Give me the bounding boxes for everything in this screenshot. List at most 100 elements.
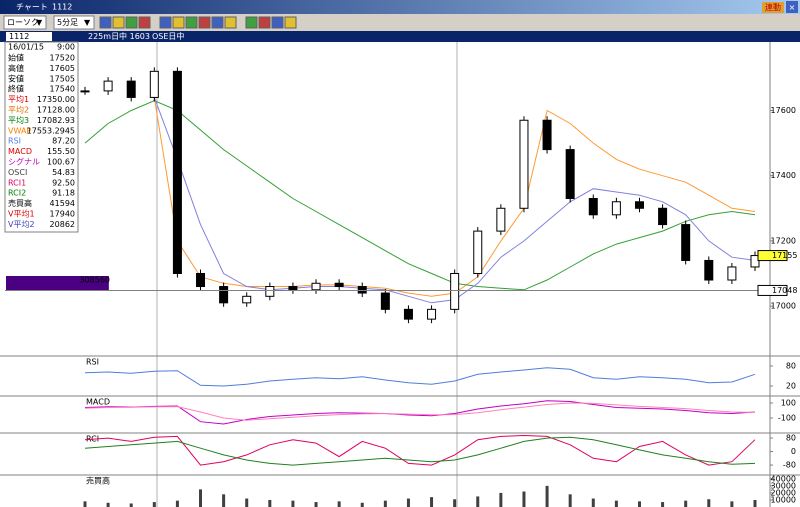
tool-icon[interactable] [224,16,237,29]
candle [196,272,206,288]
price-tag [757,284,788,296]
tool-icon[interactable] [125,16,138,29]
tool-icon[interactable] [284,16,297,29]
volume-bar [175,500,179,507]
panel-title: 売買高 [86,476,110,486]
candle [727,266,737,281]
y-tick-label: 80 [786,434,796,443]
volume-bar [222,494,226,507]
close-button[interactable] [786,1,798,13]
volume-bar [661,502,665,507]
window-code: 1112 [52,3,72,12]
info-value: 17553.2945 [27,126,75,135]
tool-icon[interactable] [211,16,224,29]
window-title: チャート [16,3,48,12]
candle [542,119,552,151]
volume-bar [707,499,711,507]
info-rows: 16/01/15 9:00 始値 17520 高値 17605 安値 17505 終値 17540… [8,43,75,229]
y-tick-label: -80 [783,461,796,470]
volume-bar [406,498,410,507]
tool-icon[interactable] [172,16,185,29]
tool-icon[interactable] [258,16,271,29]
volume-profile-bar [6,276,109,290]
volume-bar [591,498,595,507]
y-tick-label: 100 [781,398,796,407]
candle [681,224,691,261]
tool-icon[interactable] [185,16,198,29]
panel-title: MACD [86,398,110,407]
candle [219,286,229,304]
tool-icon[interactable] [159,16,172,29]
price-tag-label: 17048 [772,286,797,295]
toolbar-icons [99,16,297,29]
y-tick-label: 30000 [771,481,796,490]
tool-icon[interactable] [271,16,284,29]
info-value: 41594 [50,199,75,208]
info-label: 始値 [8,53,24,63]
candle [450,272,460,310]
info-label: 平均3 [8,115,29,125]
candle [126,80,136,98]
interval-select[interactable] [53,15,95,30]
volume-bar [684,500,688,507]
volume-bar [383,500,387,507]
candle [565,149,575,199]
info-value: 20862 [50,220,75,229]
candle [311,282,321,291]
y-tick-label: 17200 [771,236,796,245]
y-tick-label: -100 [778,413,796,422]
info-label: RCI1 [8,178,26,187]
volume-bar [245,498,249,507]
style-select[interactable] [3,15,47,30]
indicator-line [84,367,756,387]
sync-button[interactable] [762,2,784,13]
candle [242,295,252,304]
volume-bar [199,489,203,507]
tool-icon[interactable] [99,16,112,29]
volume-bar [499,492,503,507]
volume-bar [614,500,618,507]
y-tick-label: 80 [786,362,796,371]
info-label: 売買高 [8,198,32,208]
volume-bar [337,501,341,507]
tool-icon[interactable] [138,16,151,29]
price-tag [757,250,788,262]
info-label: MACD [8,147,32,156]
candle [334,282,344,288]
volume-bar [314,502,318,507]
candle [473,230,483,274]
tool-icon[interactable] [198,16,211,29]
symbol-input[interactable] [6,32,52,41]
candle [704,259,714,281]
candle [427,308,437,320]
info-label: 高値 [8,63,24,73]
info-label: 安値 [8,73,24,83]
tool-icon[interactable] [112,16,125,29]
candle [103,80,113,92]
candle [750,255,760,268]
info-date: 16/01/15 [8,43,44,52]
candle [265,286,275,297]
info-label: RCI2 [8,189,26,198]
tool-icon[interactable] [245,16,258,29]
info-label: RSI [8,137,21,146]
info-value: 17940 [50,210,75,219]
volume-bar [106,502,110,507]
info-value: 17082.93 [37,116,75,125]
y-tick-label: 10000 [771,495,796,504]
info-value: 17605 [50,64,75,73]
y-tick-label: 20000 [771,488,796,497]
y-tick-label: 17600 [771,106,796,115]
indicator-line [84,436,756,466]
volume-bar [568,494,572,507]
candle [357,286,367,294]
candle [588,198,598,216]
volume-bar [753,499,757,507]
info-value: 17505 [50,74,75,83]
info-value: 17520 [50,54,75,63]
candle [288,286,298,291]
info-label: V平均1 [8,209,35,219]
volume-bar [453,499,457,507]
candle [172,70,182,274]
